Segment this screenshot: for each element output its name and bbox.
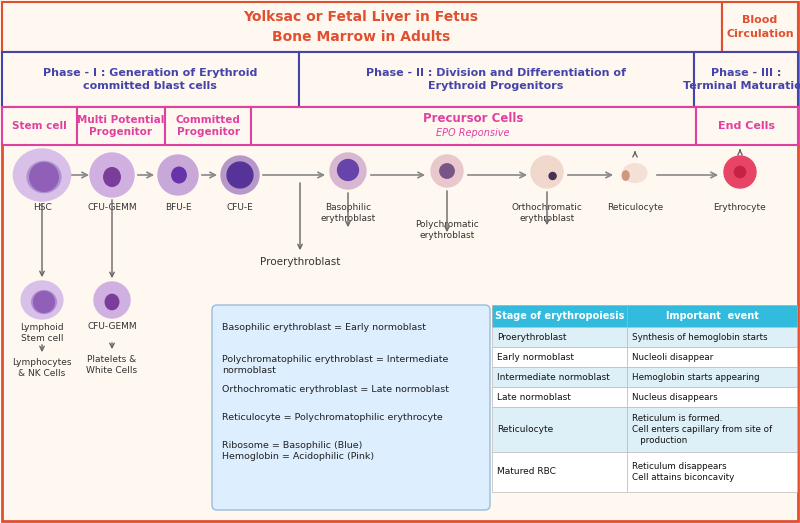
Ellipse shape [32, 291, 56, 313]
Ellipse shape [21, 281, 63, 319]
Circle shape [221, 156, 259, 194]
Ellipse shape [622, 171, 629, 180]
Text: Phase - I : Generation of Erythroid
committed blast cells: Phase - I : Generation of Erythroid comm… [43, 68, 257, 91]
Text: Platelets &
White Cells: Platelets & White Cells [86, 355, 138, 375]
Bar [492, 367, 627, 387]
Bar [694, 52, 798, 107]
Circle shape [227, 162, 253, 188]
Text: Erythrocyte: Erythrocyte [714, 203, 766, 212]
Text: Polychromatic
erythroblast: Polychromatic erythroblast [415, 220, 479, 240]
Ellipse shape [104, 168, 120, 186]
Text: Late normoblast: Late normoblast [497, 392, 571, 402]
Text: Reticulum is formed.
Cell enters capillary from site of
   production: Reticulum is formed. Cell enters capilla… [632, 414, 772, 445]
Text: Hemoglobin starts appearing: Hemoglobin starts appearing [632, 372, 760, 381]
Text: Orthochromatic erythroblast = Late normoblast: Orthochromatic erythroblast = Late normo… [222, 385, 449, 394]
Circle shape [440, 164, 454, 178]
Text: Polychromatophilic erythroblast = Intermediate
normoblast: Polychromatophilic erythroblast = Interm… [222, 355, 448, 376]
Bar [627, 305, 797, 327]
Bar [492, 327, 627, 347]
Text: EPO Reponsive: EPO Reponsive [436, 128, 510, 138]
Bar [492, 347, 627, 367]
Bar [2, 107, 77, 145]
Bar [696, 107, 798, 145]
Text: Proerythroblast: Proerythroblast [260, 257, 340, 267]
Text: End Cells: End Cells [718, 121, 775, 131]
Bar [299, 52, 694, 107]
Bar [492, 387, 627, 407]
Circle shape [338, 160, 358, 180]
Text: Synthesis of hemoglobin starts: Synthesis of hemoglobin starts [632, 333, 768, 342]
Ellipse shape [623, 164, 647, 183]
Text: Blood
Circulation: Blood Circulation [726, 15, 794, 39]
Text: Ribosome = Basophilic (Blue)
Hemoglobin = Acidophilic (Pink): Ribosome = Basophilic (Blue) Hemoglobin … [222, 441, 374, 461]
Text: Intermediate normoblast: Intermediate normoblast [497, 372, 610, 381]
Bar [627, 367, 797, 387]
Text: Phase - III :
Terminal Maturation: Phase - III : Terminal Maturation [682, 68, 800, 91]
Text: BFU-E: BFU-E [165, 203, 191, 212]
Bar [77, 107, 165, 145]
Text: Phase - II : Division and Differentiation of
Erythroid Progenitors: Phase - II : Division and Differentiatio… [366, 68, 626, 91]
Text: CFU-GEMM: CFU-GEMM [87, 322, 137, 331]
Circle shape [734, 166, 746, 178]
Text: Nucleus disappears: Nucleus disappears [632, 392, 718, 402]
Bar [492, 305, 627, 327]
Bar [492, 407, 627, 452]
Circle shape [531, 156, 563, 188]
Bar [2, 52, 299, 107]
Text: HSC: HSC [33, 203, 51, 212]
Circle shape [158, 155, 198, 195]
Text: Stage of erythropoiesis: Stage of erythropoiesis [495, 311, 624, 321]
Text: Lymphocytes
& NK Cells: Lymphocytes & NK Cells [12, 358, 72, 378]
Text: Important  event: Important event [666, 311, 758, 321]
Circle shape [30, 163, 58, 191]
Circle shape [549, 173, 556, 179]
Text: Reticulum disappears
Cell attains biconcavity: Reticulum disappears Cell attains biconc… [632, 462, 734, 482]
Ellipse shape [27, 162, 61, 192]
Text: Reticulocyte = Polychromatophilic erythrocyte: Reticulocyte = Polychromatophilic erythr… [222, 413, 442, 422]
Bar [627, 452, 797, 492]
Text: Multi Potential
Progenitor: Multi Potential Progenitor [78, 115, 165, 137]
Bar [492, 452, 627, 492]
Bar [627, 407, 797, 452]
Text: Committed
Progenitor: Committed Progenitor [175, 115, 241, 137]
Text: Basophilic erythroblast = Early normoblast: Basophilic erythroblast = Early normobla… [222, 323, 426, 332]
Text: Lymphoid
Stem cell: Lymphoid Stem cell [20, 323, 64, 343]
Circle shape [431, 155, 463, 187]
Text: Matured RBC: Matured RBC [497, 468, 556, 476]
Circle shape [330, 153, 366, 189]
Bar [627, 347, 797, 367]
Circle shape [90, 153, 134, 197]
Text: Basophilic
erythroblast: Basophilic erythroblast [320, 203, 376, 223]
Circle shape [34, 291, 54, 312]
Text: Proerythroblast: Proerythroblast [497, 333, 566, 342]
Bar [627, 387, 797, 407]
Ellipse shape [106, 294, 118, 310]
Text: Precursor Cells: Precursor Cells [423, 111, 523, 124]
Ellipse shape [172, 167, 186, 183]
Ellipse shape [14, 149, 70, 201]
Circle shape [724, 156, 756, 188]
Bar [722, 2, 798, 52]
Bar [2, 2, 722, 52]
Text: Yolksac or Fetal Liver in Fetus
Bone Marrow in Adults: Yolksac or Fetal Liver in Fetus Bone Mar… [243, 10, 478, 44]
Bar [251, 107, 696, 145]
Circle shape [94, 282, 130, 318]
FancyBboxPatch shape [212, 305, 490, 510]
Bar [165, 107, 251, 145]
Bar [627, 327, 797, 347]
Text: Stem cell: Stem cell [12, 121, 66, 131]
Text: Reticulocyte: Reticulocyte [607, 203, 663, 212]
Text: CFU-GEMM: CFU-GEMM [87, 203, 137, 212]
Text: Nucleoli disappear: Nucleoli disappear [632, 353, 714, 361]
Text: CFU-E: CFU-E [226, 203, 254, 212]
Text: Orthochromatic
erythroblast: Orthochromatic erythroblast [511, 203, 582, 223]
Text: Early normoblast: Early normoblast [497, 353, 574, 361]
Text: Reticulocyte: Reticulocyte [497, 425, 554, 434]
